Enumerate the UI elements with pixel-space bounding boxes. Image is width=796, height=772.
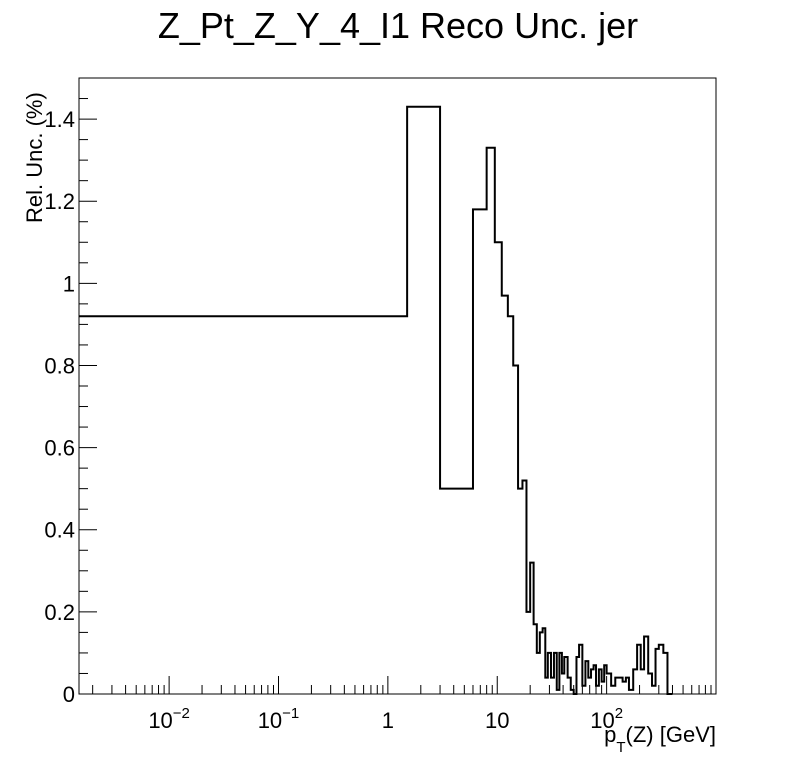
y-tick-label: 0.4 <box>44 518 75 543</box>
y-tick-label: 1 <box>63 271 75 296</box>
axis-ticks <box>79 77 717 695</box>
chart-title: Z_Pt_Z_Y_4_I1 Reco Unc. jer <box>158 5 638 46</box>
x-tick-label: 1 <box>382 708 394 733</box>
x-tick-label: 10−1 <box>258 705 300 733</box>
histogram-line <box>79 105 673 695</box>
x-tick-label: 10 <box>485 708 509 733</box>
y-tick-label: 1.4 <box>44 107 75 132</box>
y-tick-label: 0.8 <box>44 353 75 378</box>
x-axis-label: pT(Z) [GeV] <box>604 722 716 756</box>
y-tick-label: 0.2 <box>44 600 75 625</box>
y-tick-label: 1.2 <box>44 189 75 214</box>
y-tick-label: 0.6 <box>44 436 75 461</box>
x-tick-label: 102 <box>590 705 623 733</box>
y-tick-labels: 0 0.2 0.4 0.6 0.8 1 1.2 1.4 <box>44 107 75 707</box>
plot-frame <box>78 77 717 695</box>
y-tick-label: 0 <box>63 682 75 707</box>
x-tick-label: 10−2 <box>148 705 190 733</box>
y-axis-label: Rel. Unc. (%) <box>22 92 47 223</box>
histogram <box>79 105 673 695</box>
x-tick-labels: 10−2 10−1 1 10 102 <box>148 705 623 733</box>
